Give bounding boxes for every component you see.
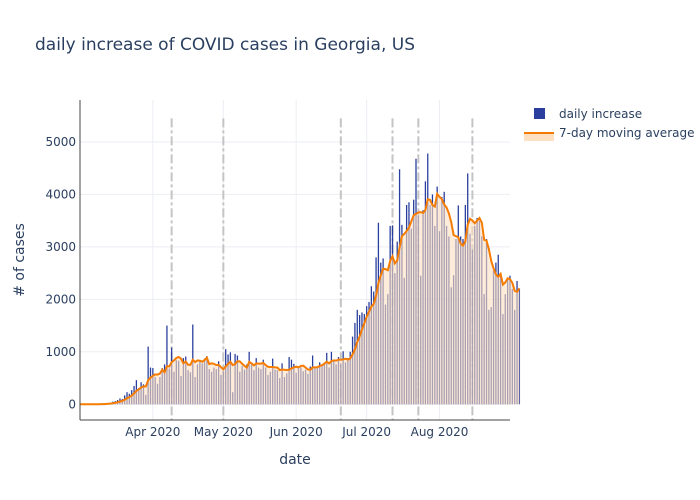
x-tick-label: May 2020: [194, 425, 253, 439]
axes: [79, 100, 510, 421]
legend-label-daily-increase: daily increase: [559, 107, 642, 121]
y-axis-title: # of cases: [12, 223, 28, 297]
x-axis-title: date: [279, 452, 311, 468]
legend-swatch-daily-increase: [534, 108, 545, 119]
bar: [147, 346, 149, 405]
y-tick-label: 5000: [45, 135, 76, 149]
x-tick-label: Jul 2020: [341, 425, 391, 439]
bar: [166, 325, 168, 405]
x-tick-label: Aug 2020: [411, 425, 469, 439]
y-tick-label: 4000: [45, 187, 76, 201]
y-tick-label: 0: [68, 397, 76, 411]
y-tick-labels: 0 1000 2000 3000 4000 5000: [45, 135, 76, 411]
moving-average-line: [80, 191, 521, 406]
legend-label-moving-average: 7-day moving average: [559, 126, 694, 140]
y-tick-label: 1000: [45, 345, 76, 359]
y-tick-label: 3000: [45, 240, 76, 254]
x-tick-labels: Apr 2020 May 2020 Jun 2020 Jul 2020 Aug 2020: [125, 425, 468, 439]
moving-average-fill: [80, 193, 520, 405]
x-tick-label: Apr 2020: [125, 425, 180, 439]
y-tick-label: 2000: [45, 292, 76, 306]
legend[interactable]: daily increase 7-day moving average: [524, 107, 694, 141]
chart-title: daily increase of COVID cases in Georgia…: [35, 35, 415, 55]
x-tick-label: Jun 2020: [269, 425, 323, 439]
legend-swatch-moving-average-fill: [524, 133, 554, 141]
